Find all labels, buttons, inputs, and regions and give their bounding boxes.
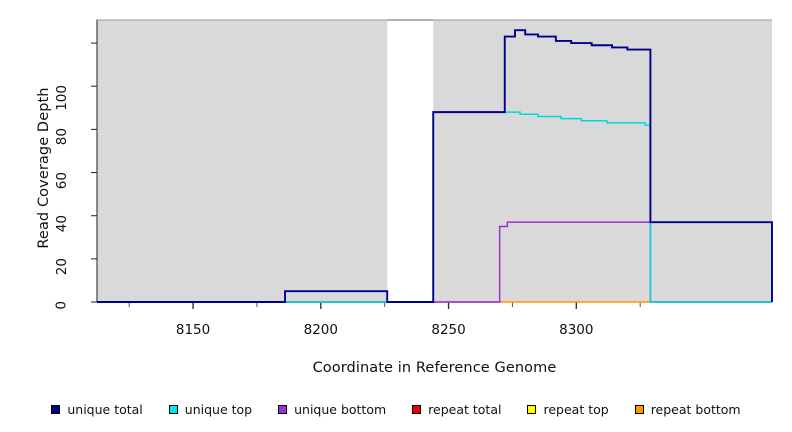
legend-item[interactable]: repeat total — [412, 402, 501, 417]
data-gap-band — [387, 20, 434, 302]
legend-swatch-icon — [412, 404, 422, 414]
legend-item[interactable]: unique top — [168, 401, 253, 417]
y-tick-label-text: 60 — [54, 171, 70, 189]
legend-swatch-icon — [634, 404, 644, 414]
legend-item[interactable]: unique total — [51, 401, 143, 417]
legend-swatch-icon — [51, 404, 61, 414]
x-tick-label: 8300 — [559, 322, 594, 338]
plot-background — [97, 20, 772, 302]
y-tick-label-text: 80 — [54, 128, 70, 146]
x-tick-label: 8200 — [303, 322, 338, 338]
x-axis-title: Coordinate in Reference Genome — [312, 360, 557, 376]
legend-swatch-icon — [527, 404, 537, 414]
x-tick-label: 8150 — [175, 322, 211, 338]
legend-swatch-icon — [278, 404, 288, 414]
legend-item[interactable]: unique bottom — [278, 402, 386, 417]
y-tick-label-text: 100 — [54, 85, 70, 112]
legend-item[interactable]: repeat bottom — [634, 401, 741, 417]
legend-label: repeat bottom — [650, 401, 741, 417]
legend-label: repeat total — [428, 401, 502, 417]
y-axis-tick-labels: 0 20 40 60 80 100 — [0, 0, 74, 432]
y-tick-label-text: 40 — [54, 214, 70, 232]
y-tick-label-text: 0 — [54, 301, 70, 310]
legend-swatch-icon — [168, 404, 178, 414]
legend-item[interactable]: repeat top — [527, 401, 609, 417]
legend-label: unique bottom — [294, 401, 387, 417]
legend-label: unique total — [67, 401, 143, 417]
legend-label: repeat top — [543, 401, 609, 417]
x-tick-label: 8250 — [431, 322, 466, 338]
chart-legend: unique total unique top unique bottom repea… — [0, 398, 792, 420]
legend-label: unique top — [184, 401, 253, 417]
y-tick-label-text: 20 — [54, 257, 70, 276]
series-line-unique-total — [97, 29, 773, 303]
